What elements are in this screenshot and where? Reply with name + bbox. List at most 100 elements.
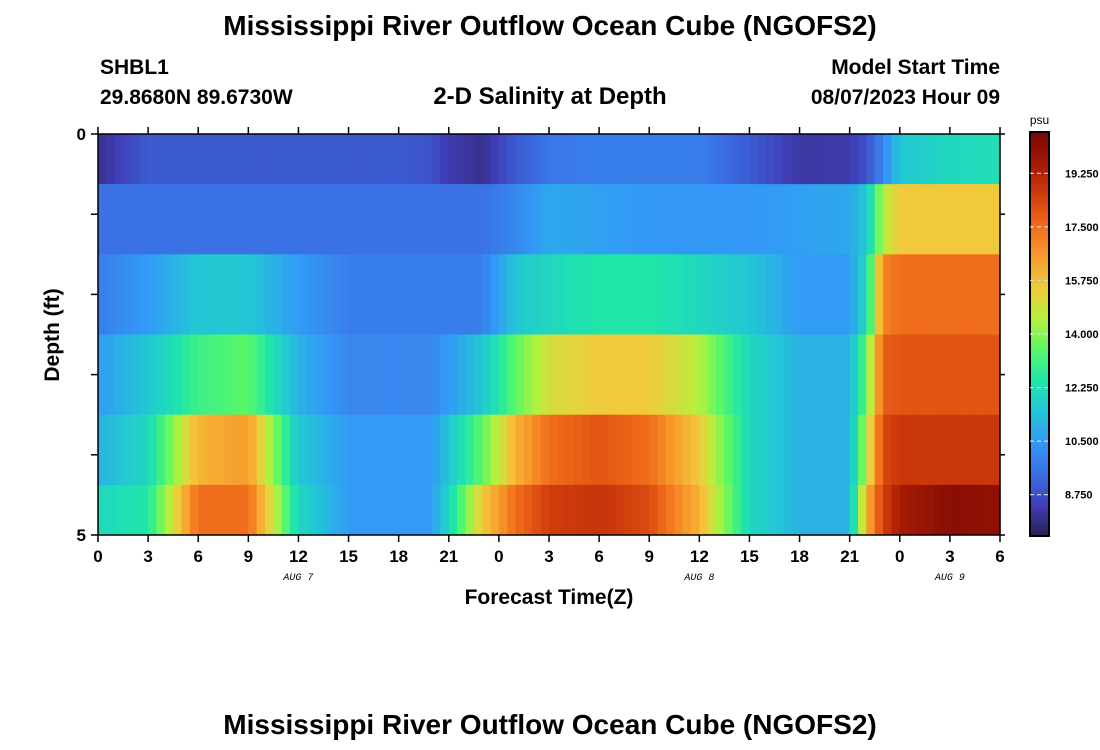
heatmap-cell	[306, 184, 316, 255]
heatmap-cell	[883, 134, 893, 185]
heatmap-cell	[139, 254, 149, 335]
heatmap-cell	[949, 254, 959, 335]
heatmap-cell	[716, 414, 725, 486]
heatmap-cell	[899, 254, 909, 335]
heatmap-cell	[816, 414, 826, 486]
heatmap-cell	[206, 484, 216, 536]
heatmap-cell	[315, 414, 325, 486]
heatmap-cell	[599, 414, 609, 486]
heatmap-cell	[607, 334, 617, 416]
heatmap-cell	[724, 254, 734, 335]
heatmap-cell	[565, 184, 575, 255]
heatmap-cell	[657, 414, 667, 486]
x-tick-label: 0	[93, 547, 102, 566]
heatmap-cell	[991, 254, 1001, 335]
heatmap-cell	[949, 484, 959, 536]
heatmap-cell	[674, 254, 684, 335]
heatmap-cell	[832, 184, 842, 255]
heatmap-cell	[148, 254, 158, 335]
heatmap-cell	[640, 254, 650, 335]
heatmap-cell	[824, 254, 834, 335]
heatmap-cell	[807, 414, 817, 486]
heatmap-cell	[248, 254, 258, 335]
heatmap-cell	[114, 414, 124, 486]
heatmap-cell	[599, 134, 609, 185]
heatmap-cell	[858, 134, 867, 185]
heatmap-cell	[148, 184, 158, 255]
heatmap-cell	[306, 134, 316, 185]
y-tick-label: 5	[77, 526, 86, 545]
heatmap-cell	[690, 414, 700, 486]
heatmap-cell	[448, 184, 458, 255]
heatmap-cell	[615, 414, 625, 486]
heatmap-cell	[991, 334, 1001, 416]
heatmap-cell	[933, 184, 943, 255]
heatmap-cell	[423, 184, 433, 255]
heatmap-cell	[824, 484, 834, 536]
heatmap-cell	[640, 134, 650, 185]
date-label: AUG 8	[683, 573, 714, 584]
heatmap-cell	[473, 254, 483, 335]
heatmap-cell	[966, 184, 976, 255]
heatmap-cell	[799, 134, 809, 185]
heatmap-cell	[323, 184, 333, 255]
heatmap-cell	[849, 134, 859, 185]
heatmap-cell	[832, 334, 842, 416]
heatmap-cell	[114, 484, 124, 536]
heatmap-cell	[716, 134, 725, 185]
heatmap-cell	[841, 484, 851, 536]
heatmap-cell	[448, 254, 458, 335]
heatmap-cell	[741, 184, 751, 255]
heatmap-cell	[665, 134, 675, 185]
x-axis-label: Forecast Time(Z)	[465, 586, 634, 609]
heatmap-cell	[749, 414, 759, 486]
colorbar-tick-label: 10.500	[1065, 436, 1099, 448]
heatmap-cell	[657, 254, 667, 335]
heatmap-cell	[390, 254, 400, 335]
heatmap-cell	[106, 414, 116, 486]
heatmap-cell	[515, 414, 525, 486]
heatmap-cell	[991, 134, 1001, 185]
colorbar-tick-label: 8.750	[1065, 490, 1093, 502]
heatmap-cell	[732, 134, 742, 185]
heatmap-cell	[858, 484, 867, 536]
heatmap-cell	[440, 334, 450, 416]
heatmap-cell	[507, 134, 517, 185]
heatmap-cell	[457, 134, 467, 185]
heatmap-cell	[958, 134, 968, 185]
heatmap-cell	[273, 484, 283, 536]
heatmap-cell	[198, 414, 208, 486]
heatmap-cell	[582, 334, 592, 416]
heatmap-cell	[507, 484, 517, 536]
heatmap-cell	[599, 484, 609, 536]
heatmap-cell	[139, 184, 149, 255]
heatmap-cell	[273, 334, 283, 416]
heatmap-cell	[448, 414, 458, 486]
heatmap-cell	[198, 334, 208, 416]
heatmap-cell	[707, 134, 717, 185]
heatmap-cell	[632, 484, 642, 536]
heatmap-cell	[632, 334, 642, 416]
heatmap-cell	[407, 484, 416, 536]
model-start-value: 08/07/2023 Hour 09	[810, 86, 1000, 109]
heatmap-cell	[849, 184, 859, 255]
heatmap-cell	[816, 254, 826, 335]
heatmap-cell	[707, 184, 717, 255]
heatmap-cell	[340, 184, 350, 255]
heatmap-cell	[98, 334, 107, 416]
heatmap-cell	[356, 134, 366, 185]
heatmap-cell	[916, 134, 926, 185]
heatmap-cell	[214, 254, 224, 335]
heatmap-cell	[440, 184, 450, 255]
salinity-heatmap-chart: 0 3 6 9 12 15 18 21 0 3 6 9 12 15 18 21 0 3 6 AUG 7 AUG 8 AUG…	[41, 113, 1099, 609]
heatmap-cell	[565, 484, 575, 536]
heatmap-cell	[331, 134, 341, 185]
heatmap-cell	[331, 484, 341, 536]
heatmap-cell	[732, 184, 742, 255]
heatmap-cell	[807, 134, 817, 185]
heatmap-cell	[615, 134, 625, 185]
heatmap-cell	[415, 334, 425, 416]
heatmap-cell	[181, 254, 191, 335]
heatmap-cell	[290, 334, 300, 416]
heatmap-cell	[214, 414, 224, 486]
